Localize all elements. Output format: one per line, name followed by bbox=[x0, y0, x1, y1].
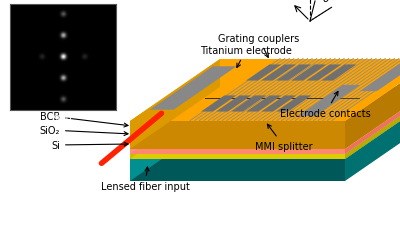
Text: SiO₂: SiO₂ bbox=[40, 125, 128, 136]
Polygon shape bbox=[298, 85, 360, 116]
Polygon shape bbox=[276, 65, 311, 81]
Text: Si: Si bbox=[51, 140, 128, 150]
Polygon shape bbox=[345, 88, 400, 154]
Text: Electrode contacts: Electrode contacts bbox=[280, 92, 371, 119]
Polygon shape bbox=[345, 60, 400, 149]
Y-axis label: sinψ: sinψ bbox=[0, 48, 10, 68]
Polygon shape bbox=[130, 88, 400, 149]
Polygon shape bbox=[130, 97, 220, 181]
Polygon shape bbox=[306, 65, 342, 81]
Polygon shape bbox=[130, 60, 400, 122]
Polygon shape bbox=[130, 88, 220, 154]
Polygon shape bbox=[261, 96, 296, 112]
Polygon shape bbox=[360, 61, 400, 92]
Polygon shape bbox=[130, 93, 400, 154]
Text: θ: θ bbox=[323, 0, 329, 4]
Polygon shape bbox=[201, 96, 236, 112]
Polygon shape bbox=[216, 96, 251, 112]
Polygon shape bbox=[246, 65, 281, 81]
X-axis label: sinθ: sinθ bbox=[53, 112, 73, 122]
Polygon shape bbox=[130, 93, 220, 159]
Text: Titanium electrode: Titanium electrode bbox=[200, 46, 292, 68]
Polygon shape bbox=[150, 67, 237, 110]
Polygon shape bbox=[276, 96, 312, 112]
Polygon shape bbox=[261, 65, 296, 81]
Polygon shape bbox=[130, 122, 345, 149]
Polygon shape bbox=[130, 159, 345, 181]
Polygon shape bbox=[130, 60, 220, 149]
Text: Lensed fiber input: Lensed fiber input bbox=[100, 167, 190, 191]
Text: MMI splitter: MMI splitter bbox=[255, 125, 313, 151]
Polygon shape bbox=[345, 93, 400, 159]
Polygon shape bbox=[231, 96, 266, 112]
Polygon shape bbox=[291, 65, 326, 81]
Polygon shape bbox=[345, 97, 400, 181]
Polygon shape bbox=[130, 154, 345, 159]
Polygon shape bbox=[321, 65, 356, 81]
Polygon shape bbox=[246, 96, 281, 112]
Polygon shape bbox=[130, 97, 400, 159]
Text: BCB: BCB bbox=[40, 112, 128, 128]
Text: Grating couplers: Grating couplers bbox=[218, 34, 299, 58]
Polygon shape bbox=[130, 149, 345, 154]
